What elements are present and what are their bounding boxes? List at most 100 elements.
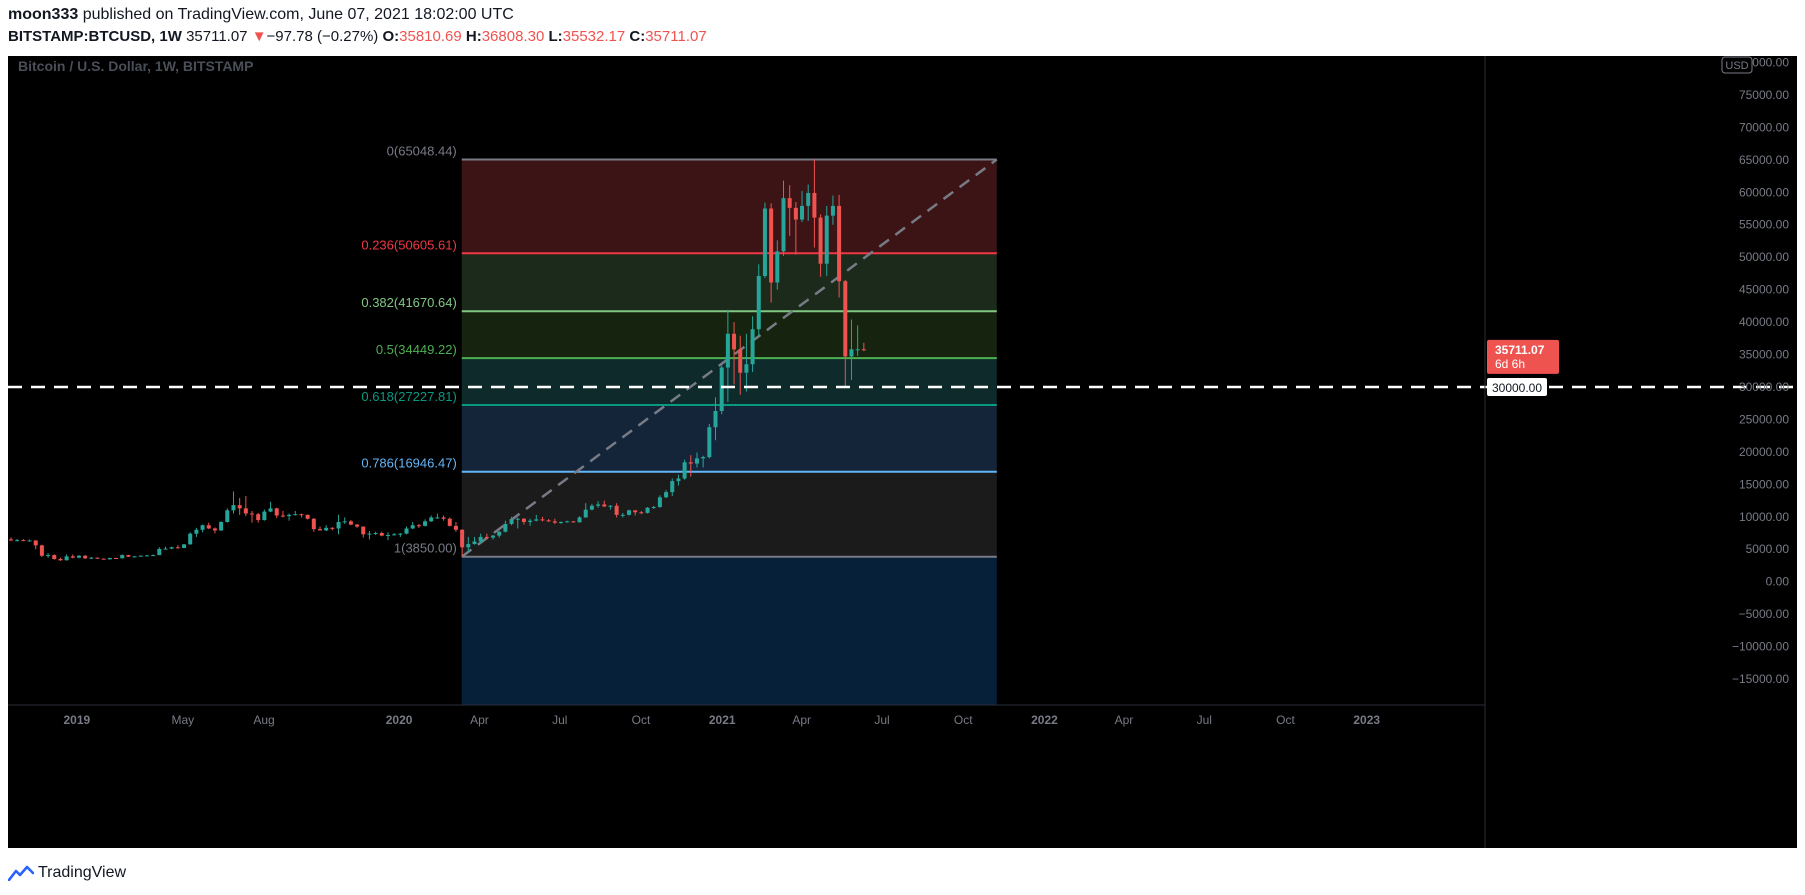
candle-body [521, 518, 526, 522]
y-tick-label: 15000.00 [1739, 477, 1789, 491]
candle-body [225, 510, 230, 522]
candle-body [163, 548, 168, 550]
change-value: −97.78 (−0.27%) [266, 28, 379, 45]
candle-body [849, 349, 854, 357]
candle-body [293, 514, 298, 516]
x-tick-label: 2020 [386, 713, 413, 727]
candle-body [626, 510, 631, 515]
high-value: 36808.30 [481, 28, 545, 45]
tradingview-logo-icon [8, 865, 34, 881]
candle-body [855, 349, 860, 351]
candle-body [472, 541, 477, 545]
fib-level-label: 1(3850.00) [394, 541, 457, 556]
x-tick-label: Apr [1115, 713, 1134, 727]
candle-body [126, 555, 131, 557]
candle-body [410, 525, 415, 529]
chart-svg[interactable]: 0(65048.44) 0.236(50605.61) 0.382(41670.64… [8, 55, 1797, 848]
chart-area[interactable]: 0(65048.44) 0.236(50605.61) 0.382(41670.64… [8, 55, 1797, 848]
high-label: H: [465, 28, 482, 45]
symbol-ohlc-line: BITSTAMP:BTCUSD, 1W 35711.07 ▼−97.78 (−0… [8, 28, 707, 45]
candle-body [602, 504, 607, 507]
candle-body [435, 517, 440, 519]
fib-zone [461, 253, 997, 312]
candle-body [262, 511, 267, 521]
candle-body [775, 251, 780, 283]
candle-body [657, 497, 662, 508]
publication-line: moon333 published on TradingView.com, Ju… [8, 6, 514, 24]
down-arrow-icon: ▼ [251, 28, 267, 45]
y-tick-label: 45000.00 [1739, 283, 1789, 297]
candle-body [614, 505, 619, 515]
candle-body [843, 281, 848, 357]
close-value: 35711.07 [645, 28, 707, 45]
hline-label-text: 30000.00 [1492, 381, 1542, 395]
fib-zone [461, 471, 997, 557]
y-tick-label: −10000.00 [1732, 640, 1789, 654]
candle-body [682, 462, 687, 479]
candle-body [33, 540, 38, 546]
candle-body [781, 198, 786, 252]
candle-body [800, 205, 805, 220]
axes: −15000.00 −10000.00 −5000.00 0.00 5000.00 100… [8, 55, 1790, 848]
footer-branding[interactable]: TradingView [8, 861, 126, 885]
x-tick-label: Oct [954, 713, 973, 727]
candle-body [138, 555, 143, 557]
candle-body [200, 525, 205, 530]
candle-body [15, 540, 20, 542]
y-tick-label: 20000.00 [1739, 445, 1789, 459]
candle-body [453, 525, 458, 530]
candle-body [70, 556, 75, 558]
candle-body [52, 555, 57, 559]
y-tick-label: 75000.00 [1739, 88, 1789, 102]
candle-body [744, 364, 749, 373]
candle-body [182, 544, 187, 548]
fib-zone-extension [461, 556, 997, 705]
candle-body [379, 533, 384, 536]
x-tick-label: Apr [792, 713, 811, 727]
hline-label-box [1487, 377, 1547, 396]
candle-body [546, 520, 551, 522]
x-tick-label: Oct [632, 713, 651, 727]
candle-body [478, 536, 483, 542]
candle-body [39, 545, 44, 556]
candle-body [552, 521, 557, 523]
x-tick-label: 2023 [1353, 713, 1380, 727]
candle-body [577, 517, 582, 523]
horizontal-line-price-label: 30000.00 [1487, 377, 1547, 396]
candle-body [701, 457, 706, 459]
fibonacci-retracement[interactable]: 0(65048.44) 0.236(50605.61) 0.382(41670.64… [361, 144, 998, 705]
candle-body [725, 333, 730, 368]
author-name[interactable]: moon333 [8, 6, 79, 23]
last-price-value: 35711.07 [1495, 343, 1545, 357]
candle-body [237, 505, 242, 509]
candle-body [608, 505, 613, 507]
fib-level-label: 0.5(34449.22) [376, 342, 457, 357]
fib-zone [461, 404, 997, 472]
candle-body [194, 529, 199, 534]
candle-body [583, 509, 588, 518]
candle-body [219, 521, 224, 531]
currency-badge-label: USD [1725, 60, 1748, 72]
candle-body [268, 508, 273, 512]
candle-body [694, 458, 699, 464]
open-value: 35810.69 [399, 28, 462, 45]
candle-body [707, 427, 712, 458]
candle-body [89, 557, 94, 559]
x-tick-label: Oct [1276, 713, 1295, 727]
candle-body [175, 547, 180, 549]
y-tick-label: 55000.00 [1739, 218, 1789, 232]
candle-body [676, 478, 681, 482]
candle-body [188, 533, 193, 545]
y-tick-label: 5000.00 [1746, 542, 1790, 556]
y-tick-label: 30000.00 [1739, 380, 1789, 394]
candle-body [416, 525, 421, 527]
candle-body [95, 557, 100, 559]
candle-body [151, 555, 156, 557]
candle-body [713, 411, 718, 428]
candle-body [336, 521, 341, 529]
candle-body [738, 349, 743, 373]
candle-body [651, 507, 656, 509]
candle-body [355, 524, 360, 527]
candle-body [27, 540, 32, 542]
candle-body [639, 512, 644, 514]
